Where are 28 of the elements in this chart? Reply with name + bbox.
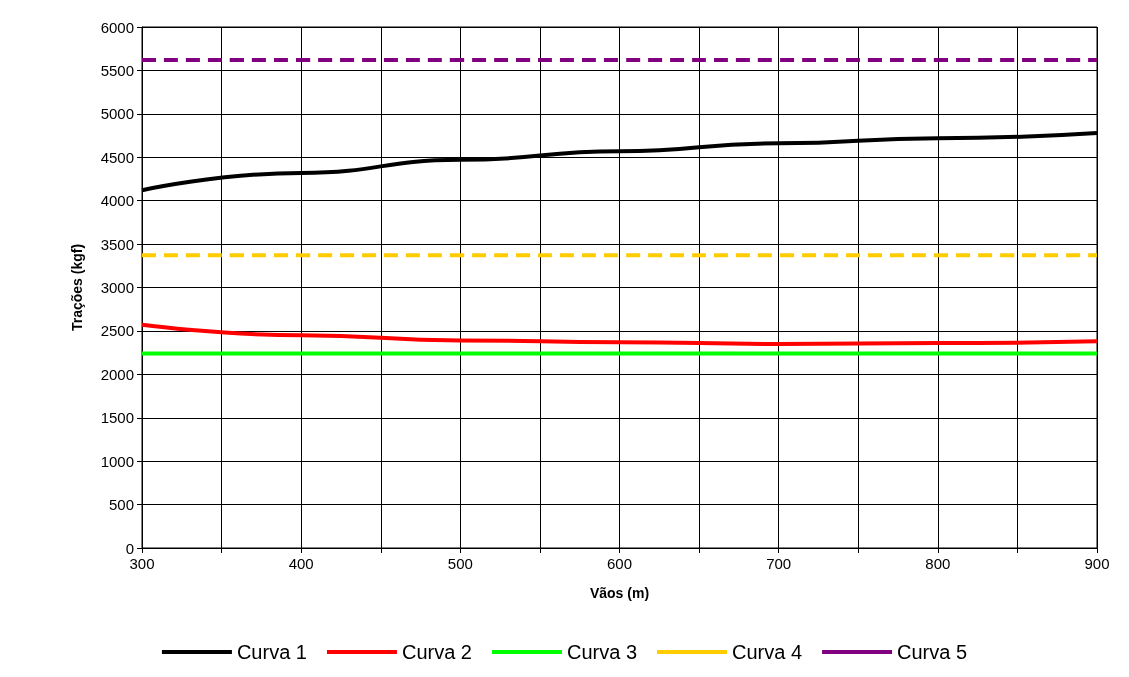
y-tick-label: 3500 (100, 235, 134, 253)
x-tick-label: 600 (606, 555, 633, 572)
y-axis-title: Trações (kgf) (69, 243, 85, 332)
y-tick-label: 2500 (100, 322, 134, 340)
legend-label: Curva 4 (732, 641, 803, 663)
y-tick-label: 4000 (100, 192, 134, 210)
y-tick-label: 5000 (100, 105, 134, 123)
x-tick-label: 300 (129, 555, 155, 572)
x-tick-label: 800 (925, 555, 951, 572)
x-tick-label: 700 (766, 555, 792, 572)
y-tick-label: 1000 (100, 452, 134, 470)
y-tick-label: 500 (108, 496, 134, 514)
y-tick-label: 0 (125, 539, 134, 557)
legend-label: Curva 3 (566, 641, 638, 663)
line-series (140, 322, 1099, 346)
y-tick-label: 1500 (100, 409, 134, 427)
x-axis-title: Vãos (m) (589, 585, 650, 601)
x-tick-label: 400 (288, 555, 314, 572)
y-tick-label: 3000 (100, 279, 134, 296)
x-tick-label: 500 (447, 555, 473, 572)
legend-label: Curva 2 (401, 641, 472, 663)
y-tick-label: 2000 (100, 365, 134, 383)
legend-label: Curva 1 (236, 641, 307, 663)
x-tick-label: 900 (1084, 555, 1110, 572)
y-tick-label: 6000 (100, 18, 134, 36)
legend-label: Curva 5 (897, 641, 968, 663)
y-tick-label: 4500 (100, 148, 134, 166)
y-tick-label: 5500 (100, 61, 134, 79)
